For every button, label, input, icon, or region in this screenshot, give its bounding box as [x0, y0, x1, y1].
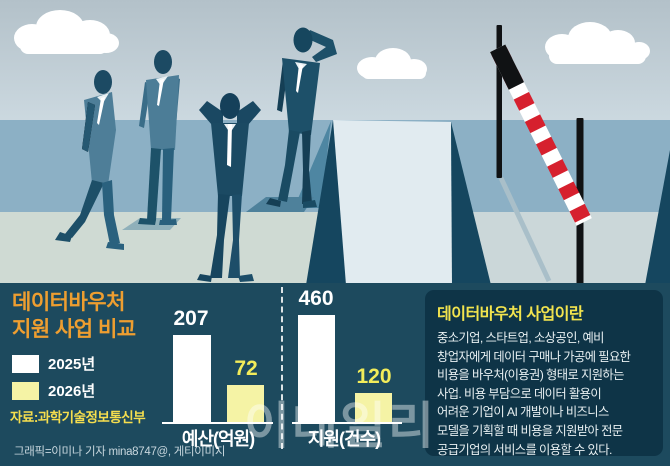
legend-item-2026: 2026년 — [12, 380, 95, 401]
axis-label-count: 지원(건수) — [307, 429, 381, 449]
barrier-shadow — [498, 176, 552, 283]
legend-label-2025: 2025년 — [48, 356, 96, 373]
info-box-body: 중소기업, 스타트업, 소상공인, 예비 창업자에게 데이터 구매나 가공에 필… — [437, 331, 631, 457]
source-note: 자료:과학기술정보통신부 — [10, 410, 146, 425]
businessman-figure-1 — [55, 70, 124, 250]
bar-2026-budget — [227, 385, 264, 422]
credit-note: 그래픽=이미나 기자 mina8747@, 게티이미지 — [14, 446, 226, 458]
bar-value-2025-count: 460 — [298, 287, 334, 310]
bar-value-2026-count: 120 — [356, 365, 392, 388]
cliff-illustration — [0, 0, 670, 285]
businessman-figure-3 — [197, 93, 261, 282]
bar-2025-count — [298, 315, 335, 422]
cloud-icon — [14, 10, 119, 54]
businessman-figure-2 — [138, 50, 180, 225]
legend-item-2025: 2025년 — [12, 353, 95, 374]
info-box: 데이터바우처 사업이란 중소기업, 스타트업, 소상공인, 예비 창업자에게 데… — [425, 290, 663, 457]
broken-barrier-icon — [490, 25, 592, 285]
legend-label-2026: 2026년 — [48, 383, 96, 400]
cliff-right-face — [451, 122, 491, 285]
cliff-left-face — [306, 120, 346, 285]
axis-label-budget: 예산(억원) — [181, 429, 255, 449]
bar-2026-count — [355, 393, 392, 422]
bar-value-2026-budget: 72 — [234, 357, 258, 380]
cloud-icon-small — [357, 48, 427, 79]
chart-baseline-count — [292, 422, 402, 424]
cloud-icon-right — [545, 22, 650, 64]
legend-swatch-2025 — [12, 354, 39, 373]
barrier-bar — [490, 44, 592, 226]
cliff-gap-icon — [333, 120, 452, 285]
chart-title: 데이터바우처 지원 사업 비교 — [12, 291, 136, 341]
cliff-far-right-face — [645, 150, 670, 285]
chart-baseline-budget — [162, 422, 273, 424]
businessman-figure-4 — [266, 27, 337, 208]
bar-value-2025-budget: 207 — [173, 307, 209, 330]
bar-2025-budget — [173, 335, 211, 422]
legend-swatch-2026 — [12, 381, 39, 400]
info-box-title: 데이터바우처 사업이란 — [437, 306, 584, 323]
chart-divider — [281, 287, 283, 449]
data-panel: 데이터바우처 지원 사업 비교 2025년 2026년 자료:과학기술정보통신부… — [0, 283, 670, 466]
